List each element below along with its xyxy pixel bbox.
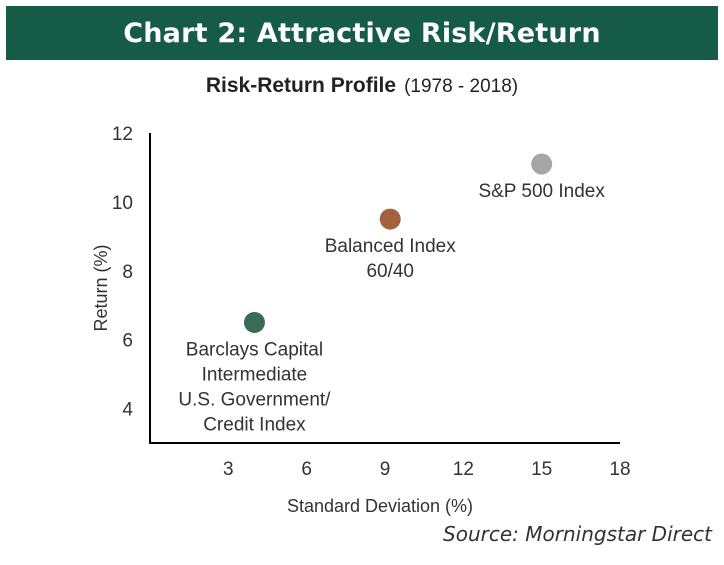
point-label: U.S. Government/: [178, 389, 331, 410]
y-axis-label: Return (%): [91, 244, 111, 331]
point-label: 60/40: [366, 261, 414, 282]
x-tick-label: 3: [223, 459, 234, 480]
y-tick-label: 4: [122, 400, 133, 421]
y-tick-label: 6: [122, 331, 133, 352]
chart-subtitle: Risk-Return Profile: [205, 74, 397, 97]
x-axis-label: Standard Deviation (%): [287, 496, 473, 516]
chart-title: Chart 2: Attractive Risk/Return: [123, 17, 601, 49]
x-tick-label: 6: [301, 459, 312, 480]
point-label: Balanced Index: [325, 236, 456, 257]
x-tick-label: 18: [609, 459, 630, 480]
data-point: [531, 153, 553, 175]
x-tick-label: 15: [531, 459, 552, 480]
y-tick-label: 8: [122, 262, 133, 283]
chart-period: (1978 - 2018): [404, 76, 519, 97]
y-tick-label: 10: [112, 193, 133, 214]
point-label: Intermediate: [202, 364, 308, 385]
x-tick-label: 9: [380, 459, 391, 480]
chart-banner: Chart 2: Attractive Risk/Return: [6, 6, 718, 60]
x-tick-label: 12: [453, 459, 474, 480]
data-point: [379, 208, 401, 230]
data-point: [243, 311, 265, 333]
source-note: Source: Morningstar Direct: [443, 522, 712, 546]
point-label: Credit Index: [203, 414, 306, 435]
point-label: S&P 500 Index: [478, 181, 605, 202]
y-tick-label: 12: [112, 124, 133, 145]
subtitle-row: Risk-Return Profile (1978 - 2018): [0, 74, 724, 98]
point-label: Barclays Capital: [186, 339, 323, 360]
